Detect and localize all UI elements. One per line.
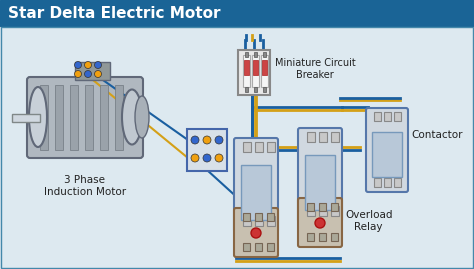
Bar (394, 178, 401, 187)
Bar (331, 206, 339, 216)
Bar (254, 52, 257, 57)
Bar (307, 206, 315, 216)
Bar (372, 132, 402, 177)
Circle shape (215, 136, 223, 144)
Bar (384, 112, 391, 121)
Bar (384, 178, 391, 187)
Bar (262, 60, 267, 75)
Text: Miniature Circuit
Breaker: Miniature Circuit Breaker (275, 58, 356, 80)
Circle shape (203, 154, 211, 162)
Bar (307, 132, 315, 142)
Bar (255, 216, 263, 226)
Bar (75, 62, 110, 80)
Bar (254, 87, 257, 92)
Bar (243, 213, 250, 221)
Bar (307, 203, 314, 211)
Bar (267, 142, 275, 152)
Circle shape (191, 154, 199, 162)
Bar (374, 178, 381, 187)
Text: Star Delta Electric Motor: Star Delta Electric Motor (8, 5, 220, 20)
Bar (243, 142, 251, 152)
Text: Overload
Relay: Overload Relay (345, 210, 392, 232)
Bar (243, 243, 250, 251)
Circle shape (251, 228, 261, 238)
Bar (374, 112, 381, 121)
Circle shape (315, 218, 325, 228)
Circle shape (203, 136, 211, 144)
Bar (253, 60, 258, 75)
Circle shape (94, 70, 101, 77)
Bar (307, 233, 314, 241)
Ellipse shape (29, 87, 47, 147)
Bar (319, 206, 327, 216)
Text: 3 Phase
Induction Motor: 3 Phase Induction Motor (44, 175, 126, 197)
Bar (267, 213, 274, 221)
Bar (261, 55, 268, 87)
Circle shape (84, 62, 91, 69)
FancyBboxPatch shape (27, 77, 143, 158)
Bar (319, 132, 327, 142)
Bar (255, 213, 262, 221)
Bar (245, 87, 248, 92)
Bar (255, 142, 263, 152)
Bar (243, 55, 250, 87)
Bar (319, 233, 326, 241)
Circle shape (191, 136, 199, 144)
Bar (55, 85, 63, 150)
FancyBboxPatch shape (234, 138, 278, 232)
Bar (394, 112, 401, 121)
Bar (319, 203, 326, 211)
Circle shape (215, 154, 223, 162)
FancyBboxPatch shape (298, 128, 342, 222)
Bar (263, 52, 266, 57)
Circle shape (84, 70, 91, 77)
Bar (305, 155, 335, 210)
Bar (243, 216, 251, 226)
Bar (263, 87, 266, 92)
Circle shape (74, 70, 82, 77)
Ellipse shape (135, 96, 149, 138)
Bar (0, 0, 474, 26)
Bar (267, 243, 274, 251)
FancyBboxPatch shape (187, 129, 227, 171)
Bar (70, 85, 78, 150)
Bar (252, 55, 259, 87)
Text: Contactor: Contactor (411, 130, 463, 140)
Bar (85, 85, 93, 150)
Bar (331, 203, 338, 211)
Bar (331, 233, 338, 241)
Bar (244, 60, 249, 75)
Bar (245, 52, 248, 57)
Bar (255, 243, 262, 251)
Bar (12, 114, 40, 122)
Bar (40, 85, 48, 150)
Bar (241, 165, 271, 220)
Circle shape (74, 62, 82, 69)
Ellipse shape (122, 90, 142, 144)
Bar (115, 85, 123, 150)
FancyBboxPatch shape (298, 198, 342, 247)
Bar (331, 132, 339, 142)
Bar (267, 216, 275, 226)
FancyBboxPatch shape (366, 108, 408, 192)
Circle shape (94, 62, 101, 69)
Bar (100, 85, 108, 150)
Bar (1, 27, 473, 268)
Bar (238, 50, 270, 95)
FancyBboxPatch shape (234, 208, 278, 257)
